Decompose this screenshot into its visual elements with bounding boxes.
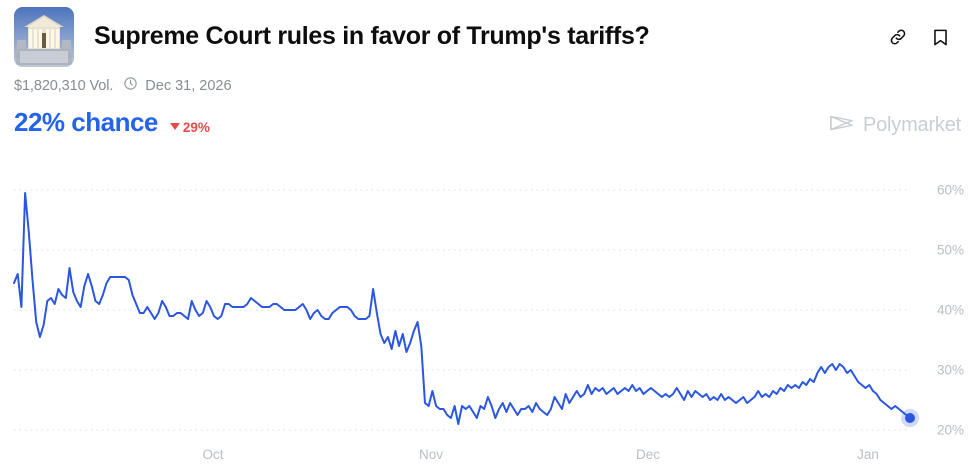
link-icon[interactable] bbox=[887, 26, 909, 48]
end-date-group: Dec 31, 2026 bbox=[123, 76, 232, 95]
clock-icon bbox=[123, 76, 138, 95]
delta-badge: 29% bbox=[169, 120, 210, 135]
price-line bbox=[13, 192, 911, 425]
page-title: Supreme Court rules in favor of Trump's … bbox=[94, 22, 650, 51]
caret-down-icon bbox=[169, 123, 180, 130]
end-date-label: Dec 31, 2026 bbox=[145, 77, 232, 94]
volume-label: $1,820,310 Vol. bbox=[14, 77, 114, 94]
delta-value: 29% bbox=[182, 120, 210, 135]
polymarket-brand: Polymarket bbox=[829, 113, 961, 138]
polymarket-logo-icon bbox=[829, 113, 854, 138]
x-axis-tick-label: Oct bbox=[202, 447, 224, 462]
card-header: Supreme Court rules in favor of Trump's … bbox=[0, 0, 975, 67]
chart-canvas[interactable] bbox=[0, 172, 975, 447]
brand-name: Polymarket bbox=[862, 114, 961, 136]
x-axis-labels: Oct Nov Dec Jan bbox=[0, 447, 975, 469]
x-axis-tick-label: Dec bbox=[635, 447, 661, 462]
bookmark-icon[interactable] bbox=[929, 26, 951, 48]
last-point-marker[interactable] bbox=[905, 413, 915, 423]
supreme-court-building-thumbnail bbox=[14, 7, 74, 67]
x-axis-tick-label: Nov bbox=[418, 447, 444, 462]
header-actions bbox=[887, 26, 951, 48]
x-axis-tick-label: Jan bbox=[857, 447, 879, 462]
chance-value: 22% chance bbox=[14, 107, 158, 137]
market-meta: $1,820,310 Vol. Dec 31, 2026 bbox=[0, 62, 975, 95]
price-history-chart[interactable]: 20% 30% 40% 50% 60% Oct Nov Dec Jan bbox=[0, 172, 975, 473]
summary-row: 22% chance 29% Polymarket bbox=[0, 95, 975, 138]
